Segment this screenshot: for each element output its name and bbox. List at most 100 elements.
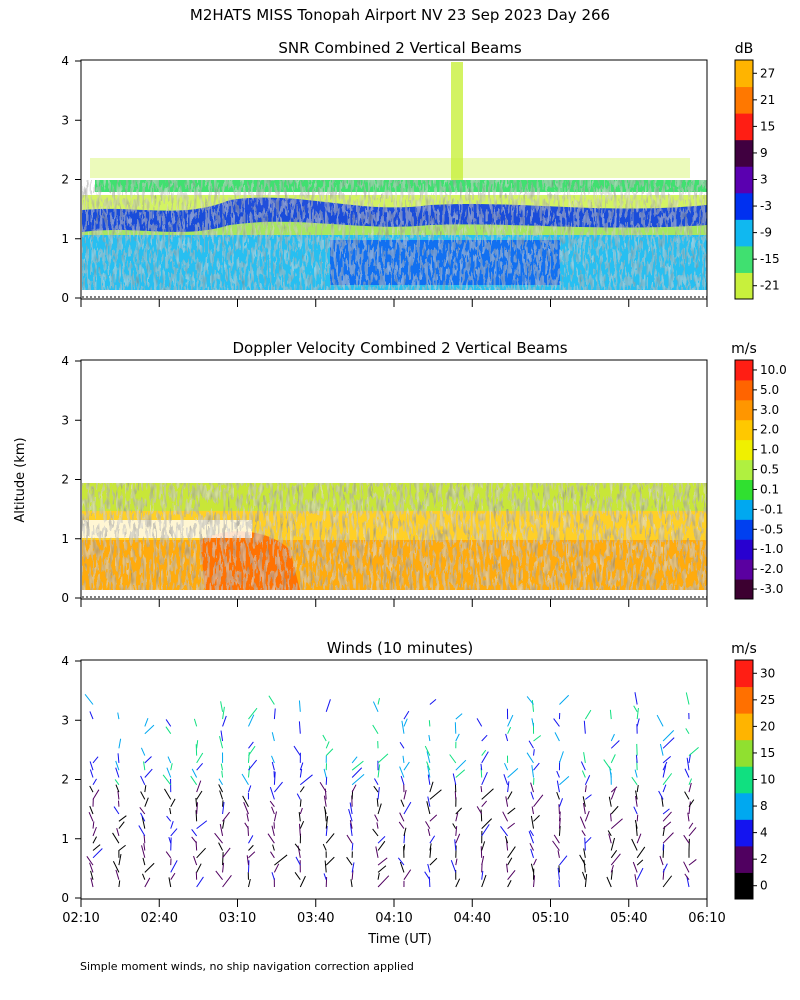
wind-barb xyxy=(662,784,667,793)
wind-barb xyxy=(222,862,225,873)
wind-profile xyxy=(293,700,313,888)
wind-barb xyxy=(399,742,405,749)
wind-barb xyxy=(273,863,280,873)
wind-barb xyxy=(323,806,327,815)
wind-barb xyxy=(403,844,406,851)
wind-barb xyxy=(528,740,534,749)
wind-barb xyxy=(455,826,458,836)
wind-barb xyxy=(662,875,673,888)
wind-barb xyxy=(556,780,560,793)
wind-barb xyxy=(144,718,149,727)
wind-barb xyxy=(634,874,638,888)
wind-barb xyxy=(115,869,120,880)
wind-barb xyxy=(403,718,408,727)
wind-barb xyxy=(610,754,616,764)
wind-barb xyxy=(218,778,223,786)
snr-y-ticks: 0 1 2 3 4 xyxy=(61,54,81,305)
wind-barb xyxy=(299,807,303,815)
wind-barb xyxy=(481,824,490,837)
wind-barb xyxy=(269,800,275,808)
wind-barb xyxy=(248,745,256,756)
wind-barb xyxy=(533,749,535,756)
colorbar-swatch xyxy=(735,166,753,194)
wind-barb xyxy=(580,761,586,771)
wind-barb xyxy=(325,699,331,712)
wind-barb xyxy=(607,830,612,837)
y-tick-label: 2 xyxy=(61,173,69,187)
colorbar-label: -3.0 xyxy=(760,582,783,596)
wind-barb xyxy=(298,823,301,836)
wind-barb xyxy=(92,821,95,829)
wind-barb xyxy=(92,844,101,851)
wind-barb xyxy=(196,802,199,815)
colorbar-label: -0.5 xyxy=(760,522,783,536)
wind-barb xyxy=(533,735,542,742)
colorbar-label: 30 xyxy=(760,666,775,680)
doppler-panel-title: Doppler Velocity Combined 2 Vertical Bea… xyxy=(232,339,567,357)
snr-sparse-top xyxy=(90,158,690,178)
wind-barb xyxy=(584,775,591,786)
wind-barb xyxy=(427,828,431,837)
wind-barb xyxy=(377,753,389,764)
wind-barb xyxy=(526,752,534,764)
wind-barb xyxy=(558,880,560,888)
wind-barb xyxy=(688,778,693,785)
wind-barb xyxy=(687,812,690,822)
wind-barb xyxy=(139,807,146,815)
wind-barb xyxy=(530,863,535,873)
wind-barb xyxy=(248,707,258,720)
wind-barb xyxy=(222,820,225,829)
wind-barb xyxy=(662,765,667,778)
wind-profile xyxy=(138,718,155,888)
wind-barb xyxy=(273,811,278,822)
wind-barb xyxy=(268,695,275,705)
wind-barb xyxy=(166,815,172,822)
wind-barb xyxy=(504,835,509,844)
wind-barb xyxy=(584,810,590,822)
wind-barb xyxy=(608,833,612,844)
wind-barb xyxy=(556,791,560,800)
wind-barb xyxy=(452,823,457,829)
wind-barb xyxy=(346,834,353,844)
colorbar-label: -15 xyxy=(760,252,780,266)
wind-barb xyxy=(610,818,623,829)
wind-barb xyxy=(86,856,94,866)
colorbar-label: 2.0 xyxy=(760,423,779,437)
wind-profile xyxy=(631,692,646,888)
wind-barb xyxy=(141,816,146,829)
wind-barb xyxy=(481,818,493,829)
wind-barb xyxy=(140,747,146,756)
wind-barb xyxy=(583,752,586,763)
wind-barb xyxy=(634,819,638,829)
snr-speckle xyxy=(82,180,707,290)
wind-barb xyxy=(688,801,691,815)
colorbar-swatch xyxy=(735,479,753,500)
wind-barb xyxy=(271,761,275,771)
wind-barb xyxy=(165,719,172,727)
wind-barb xyxy=(449,754,457,764)
wind-profile xyxy=(319,699,335,888)
wind-barb xyxy=(507,846,516,859)
wind-barb xyxy=(164,788,172,800)
wind-profile xyxy=(241,707,258,888)
wind-barb xyxy=(196,762,204,771)
wind-barb xyxy=(631,838,638,851)
wind-barb xyxy=(428,734,431,742)
colorbar-swatch xyxy=(735,192,753,220)
wind-profile xyxy=(397,710,412,888)
wind-barb xyxy=(530,782,534,793)
doppler-y-ticks: 0 1 2 3 4 xyxy=(61,354,81,605)
wind-profile xyxy=(449,713,467,888)
wind-barb xyxy=(662,821,672,829)
wind-profile xyxy=(112,712,127,888)
wind-barb xyxy=(633,705,638,713)
wind-barb xyxy=(558,751,564,764)
wind-barb xyxy=(113,806,120,815)
wind-barb xyxy=(610,733,615,742)
wind-barb xyxy=(138,825,146,837)
wind-barb xyxy=(373,785,379,793)
wind-profile xyxy=(579,709,592,888)
colorbar-label: 10.0 xyxy=(760,363,787,377)
wind-barb xyxy=(222,801,225,815)
wind-barb xyxy=(506,863,509,873)
